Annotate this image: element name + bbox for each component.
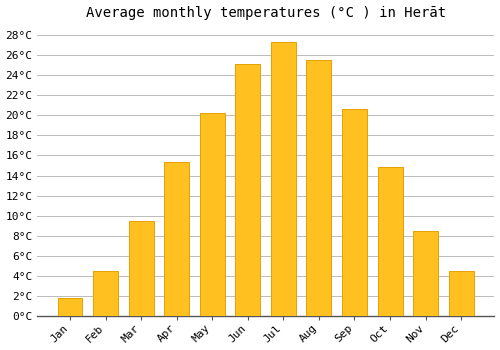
Bar — [342, 109, 367, 316]
Bar — [200, 113, 224, 316]
Bar — [164, 162, 189, 316]
Bar — [93, 271, 118, 316]
Bar — [413, 231, 438, 316]
Bar — [58, 298, 82, 316]
Bar — [448, 271, 473, 316]
Bar — [306, 60, 332, 316]
Title: Average monthly temperatures (°C ) in Herāt: Average monthly temperatures (°C ) in He… — [86, 6, 446, 20]
Bar — [378, 168, 402, 316]
Bar — [128, 221, 154, 316]
Bar — [271, 42, 296, 316]
Bar — [236, 64, 260, 316]
